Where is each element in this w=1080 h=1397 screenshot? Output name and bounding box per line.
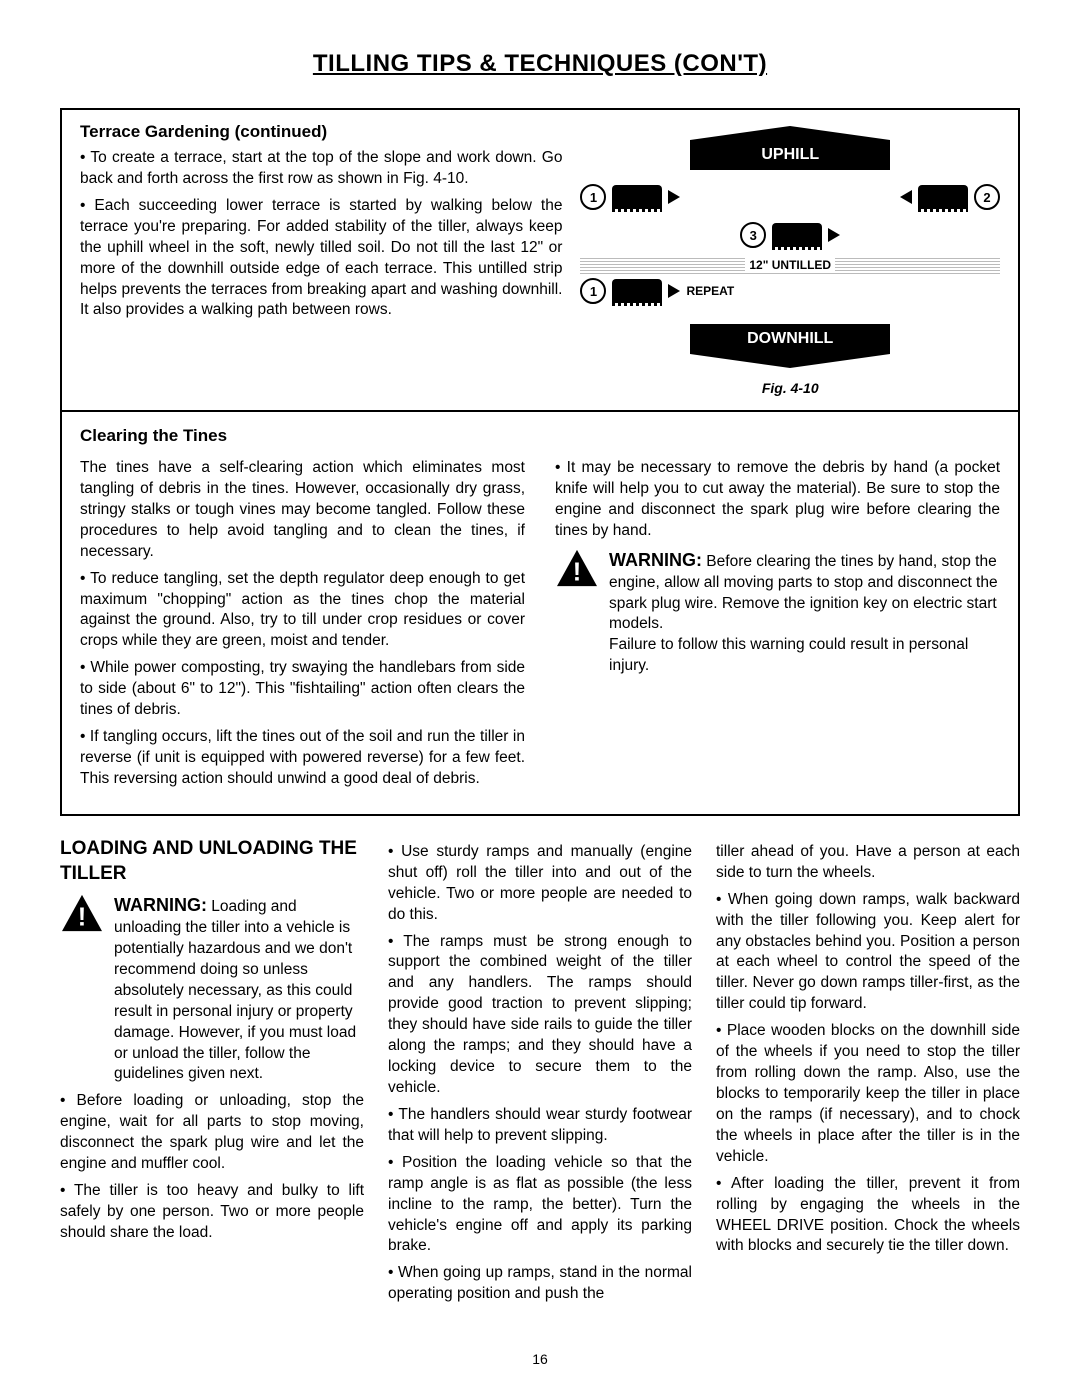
- warning-label: WARNING:: [114, 895, 207, 915]
- warning-triangle-icon: !: [60, 893, 104, 1085]
- warning-text: WARNING: Before clearing the tines by ha…: [609, 548, 1000, 678]
- arrow-left-icon: [900, 190, 912, 204]
- tiller-icon: [612, 279, 662, 303]
- step-1-icon: 1: [580, 184, 606, 210]
- downhill-banner: DOWNHILL: [690, 324, 890, 354]
- terrace-box: Terrace Gardening (continued) • To creat…: [60, 108, 1020, 816]
- document-page: TILLING TIPS & TECHNIQUES (CON'T) Terrac…: [0, 0, 1080, 1397]
- terrace-diagram: UPHILL 1 2: [580, 122, 1000, 396]
- terrace-heading: Terrace Gardening (continued): [80, 122, 562, 142]
- loading-c1-p1: • Before loading or unloading, stop the …: [60, 1091, 364, 1175]
- arrow-right-icon: [828, 228, 840, 242]
- page-number: 16: [60, 1351, 1020, 1367]
- arrow-right-icon: [668, 190, 680, 204]
- clearing-left-column: The tines have a self-clearing action wh…: [80, 452, 525, 796]
- repeat-label: REPEAT: [686, 284, 734, 298]
- svg-text:!: !: [573, 558, 581, 586]
- step-1-repeat-icon: 1: [580, 278, 606, 304]
- terrace-p1: • To create a terrace, start at the top …: [80, 148, 562, 190]
- warning-label: WARNING:: [609, 550, 702, 570]
- clearing-r-p1: • It may be necessary to remove the debr…: [555, 458, 1000, 542]
- loading-c3-p1: tiller ahead of you. Have a person at ea…: [716, 842, 1020, 884]
- figure-caption: Fig. 4-10: [580, 380, 1000, 396]
- loading-section: LOADING AND UNLOADING THE TILLER ! WARNI…: [60, 836, 1020, 1311]
- clearing-heading: Clearing the Tines: [80, 426, 1000, 446]
- page-title: TILLING TIPS & TECHNIQUES (CON'T): [60, 50, 1020, 78]
- clearing-right-column: • It may be necessary to remove the debr…: [555, 452, 1000, 796]
- loading-heading: LOADING AND UNLOADING THE TILLER: [60, 836, 364, 887]
- tiller-icon: [612, 185, 662, 209]
- clearing-p4: • If tangling occurs, lift the tines out…: [80, 727, 525, 790]
- step-3-icon: 3: [740, 222, 766, 248]
- loading-c2-p4: • Position the loading vehicle so that t…: [388, 1153, 692, 1258]
- loading-c3-p2: • When going down ramps, walk backward w…: [716, 890, 1020, 1016]
- loading-c3-p3: • Place wooden blocks on the downhill si…: [716, 1021, 1020, 1167]
- warning-triangle-icon: !: [555, 548, 599, 678]
- untilled-strip: 12" UNTILLED: [580, 256, 1000, 274]
- svg-text:!: !: [78, 904, 86, 932]
- terrace-p2: • Each succeeding lower terrace is start…: [80, 196, 562, 322]
- loading-c1-p2: • The tiller is too heavy and bulky to l…: [60, 1181, 364, 1244]
- clearing-p3: • While power composting, try swaying th…: [80, 658, 525, 721]
- loading-c2-p3: • The handlers should wear sturdy footwe…: [388, 1105, 692, 1147]
- tiller-icon: [918, 185, 968, 209]
- uphill-banner: UPHILL: [690, 140, 890, 170]
- loading-col-3: tiller ahead of you. Have a person at ea…: [716, 836, 1020, 1311]
- step-2-icon: 2: [974, 184, 1000, 210]
- loading-c2-p2: • The ramps must be strong enough to sup…: [388, 932, 692, 1099]
- box-divider: [62, 410, 1018, 412]
- loading-col-2: • Use sturdy ramps and manually (engine …: [388, 836, 692, 1311]
- loading-warning-text: WARNING: Loading and unloading the tille…: [114, 893, 364, 1085]
- warning-block: ! WARNING: Before clearing the tines by …: [555, 548, 1000, 678]
- tiller-icon: [772, 223, 822, 247]
- clearing-p1: The tines have a self-clearing action wh…: [80, 458, 525, 563]
- loading-c2-p5: • When going up ramps, stand in the norm…: [388, 1263, 692, 1305]
- loading-col-1: LOADING AND UNLOADING THE TILLER ! WARNI…: [60, 836, 364, 1311]
- clearing-p2: • To reduce tangling, set the depth regu…: [80, 569, 525, 653]
- loading-warning-block: ! WARNING: Loading and unloading the til…: [60, 893, 364, 1085]
- loading-c2-p1: • Use sturdy ramps and manually (engine …: [388, 842, 692, 926]
- loading-c3-p4: • After loading the tiller, prevent it f…: [716, 1174, 1020, 1258]
- arrow-right-icon: [668, 284, 680, 298]
